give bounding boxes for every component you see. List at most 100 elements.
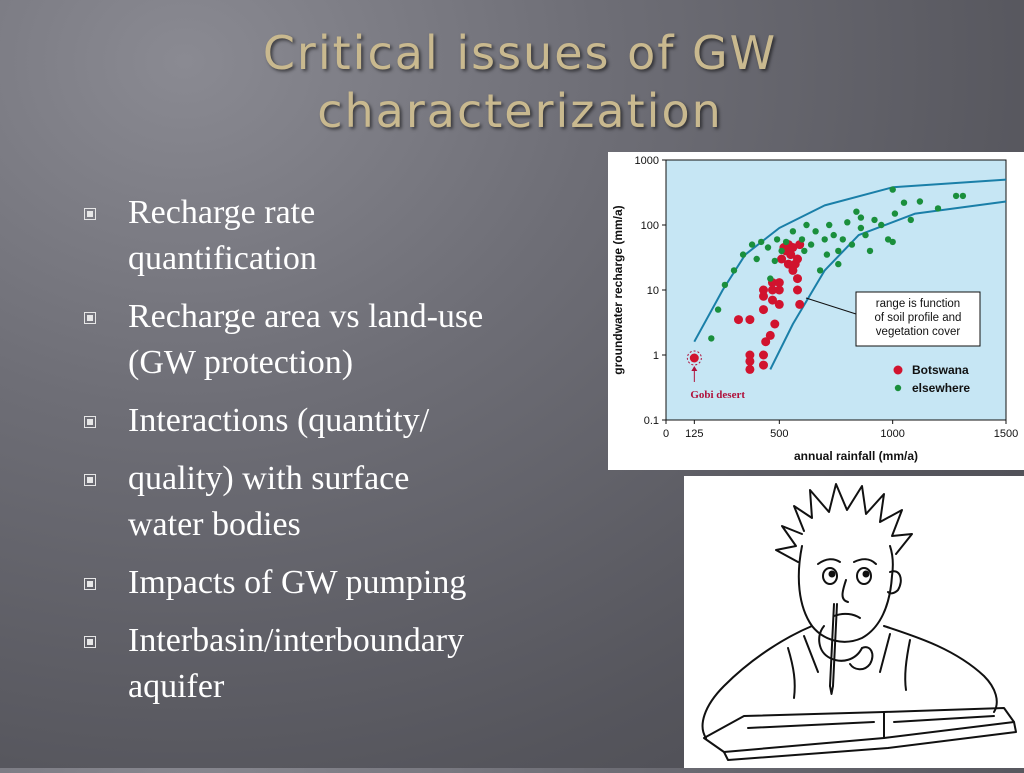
bullet-text: Impacts of GW pumping	[128, 560, 466, 606]
bullet-item: Interbasin/interboundary aquifer	[78, 618, 598, 710]
data-point-elsewhere	[900, 199, 908, 206]
data-point-botswana	[765, 330, 775, 340]
data-point-elsewhere	[878, 221, 885, 229]
data-point-elsewhere	[708, 335, 715, 342]
x-tick-label: 500	[770, 428, 788, 440]
title-line-2: characterization	[317, 84, 723, 138]
gobi-label: Gobi desert	[690, 389, 745, 401]
data-point-elsewhere	[821, 236, 828, 243]
recharge-chart-svg: 0 125 500 1000 1500 0.1 1 10 100 1000 annual rainf…	[611, 155, 1018, 463]
data-point-elsewhere	[830, 231, 837, 239]
data-point-elsewhere	[844, 219, 851, 226]
x-axis-title: annual rainfall (mm/a)	[794, 449, 918, 463]
bullet-line: quantification	[128, 240, 317, 277]
data-point-botswana	[745, 315, 755, 325]
data-point-elsewhere	[801, 247, 808, 255]
data-point-elsewhere	[889, 186, 896, 193]
data-point-elsewhere	[803, 221, 810, 229]
data-point-elsewhere	[764, 244, 772, 251]
data-point-elsewhere	[871, 216, 878, 224]
y-axis-title: groundwater recharge (mm/a)	[611, 205, 625, 374]
y-tick-label: 0.1	[644, 415, 659, 427]
data-point-botswana	[788, 243, 798, 252]
x-tick-label: 1000	[880, 428, 904, 440]
data-point-botswana	[793, 274, 802, 284]
data-point-botswana	[777, 254, 787, 264]
data-point-elsewhere	[891, 210, 899, 217]
bullet-text: Recharge area vs land-use (GW protection)	[128, 294, 483, 386]
data-point-botswana	[793, 254, 802, 264]
bullet-square-icon	[84, 474, 96, 486]
bullet-line: (GW protection)	[128, 344, 354, 381]
data-point-elsewhere	[835, 260, 842, 268]
annotation-leader-line	[805, 297, 857, 315]
data-point-botswana	[759, 360, 768, 370]
data-point-elsewhere	[952, 192, 960, 200]
bullet-square-icon	[84, 416, 96, 428]
data-point-elsewhere	[959, 192, 967, 200]
annotation-text: range is function	[876, 298, 960, 310]
data-point-elsewhere	[823, 251, 831, 258]
x-tick-label: 125	[685, 428, 703, 440]
bullet-item: Interactions (quantity/	[78, 398, 598, 444]
data-point-elsewhere	[853, 208, 860, 215]
data-point-botswana	[768, 295, 777, 305]
slide-title: Critical issues of GW characterization	[150, 24, 890, 140]
bullet-item: quality) with surface water bodies	[78, 456, 598, 548]
data-point-elsewhere	[730, 267, 738, 274]
gobi-arrow-head-icon	[691, 365, 698, 371]
data-point-botswana	[759, 305, 768, 315]
y-tick-label: 1000	[635, 155, 659, 167]
legend-label-botswana: Botswana	[912, 363, 969, 377]
annotation-box	[855, 291, 981, 347]
data-point-botswana	[774, 285, 784, 295]
bullet-text: Recharge rate quantification	[128, 190, 317, 282]
data-point-elsewhere	[934, 205, 942, 212]
bullet-square-icon	[84, 578, 96, 590]
data-point-elsewhere	[771, 257, 778, 265]
data-point-elsewhere	[835, 247, 842, 255]
bullet-text: quality) with surface water bodies	[128, 456, 409, 548]
data-point-elsewhere	[857, 224, 865, 232]
bullet-line: water bodies	[128, 506, 301, 543]
data-point-elsewhere	[739, 251, 747, 258]
bullet-line: Interbasin/interboundary	[128, 622, 465, 659]
data-point-elsewhere	[857, 214, 865, 221]
data-point-botswana	[689, 353, 699, 363]
bullet-text: Interactions (quantity/	[128, 398, 429, 444]
legend-label-elsewhere: elsewhere	[912, 381, 970, 395]
data-point-elsewhere	[721, 281, 729, 289]
bullet-line: quality) with surface	[128, 460, 410, 497]
data-point-botswana	[745, 356, 755, 366]
data-point-elsewhere	[714, 306, 722, 313]
y-tick-label: 1	[653, 350, 659, 362]
data-point-elsewhere	[839, 236, 846, 243]
data-point-botswana	[768, 285, 777, 295]
bullet-item: Recharge rate quantification	[78, 190, 598, 282]
data-point-botswana	[770, 319, 780, 329]
bullet-list: Recharge rate quantification Recharge area…	[78, 190, 598, 722]
title-line-1: Critical issues of GW	[262, 26, 778, 80]
data-point-elsewhere	[889, 238, 896, 246]
x-tick-label: 1500	[994, 428, 1018, 440]
data-point-elsewhere	[862, 231, 869, 239]
bullet-item: Impacts of GW pumping	[78, 560, 598, 606]
bullet-square-icon	[84, 636, 96, 648]
data-point-elsewhere	[758, 238, 765, 246]
bullet-square-icon	[84, 312, 96, 324]
data-point-botswana	[759, 350, 768, 360]
data-point-elsewhere	[798, 236, 806, 243]
legend-marker-elsewhere	[894, 384, 902, 392]
bullet-line: aquifer	[128, 668, 225, 705]
recharge-chart: 0 125 500 1000 1500 0.1 1 10 100 1000 annual rainf…	[608, 152, 1024, 470]
data-point-botswana	[795, 299, 805, 309]
data-point-elsewhere	[807, 241, 815, 248]
data-point-elsewhere	[866, 247, 874, 255]
data-point-botswana	[783, 259, 793, 269]
bullet-line: Interactions (quantity/	[128, 402, 430, 439]
data-point-elsewhere	[789, 228, 797, 235]
bullet-text: Interbasin/interboundary aquifer	[128, 618, 464, 710]
data-point-elsewhere	[816, 267, 824, 274]
bullet-square-icon	[84, 208, 96, 220]
data-point-elsewhere	[848, 241, 856, 248]
